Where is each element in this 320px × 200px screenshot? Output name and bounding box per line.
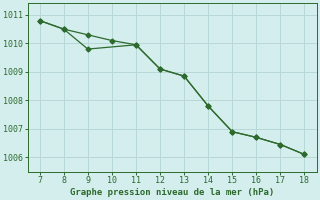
- X-axis label: Graphe pression niveau de la mer (hPa): Graphe pression niveau de la mer (hPa): [70, 188, 274, 197]
